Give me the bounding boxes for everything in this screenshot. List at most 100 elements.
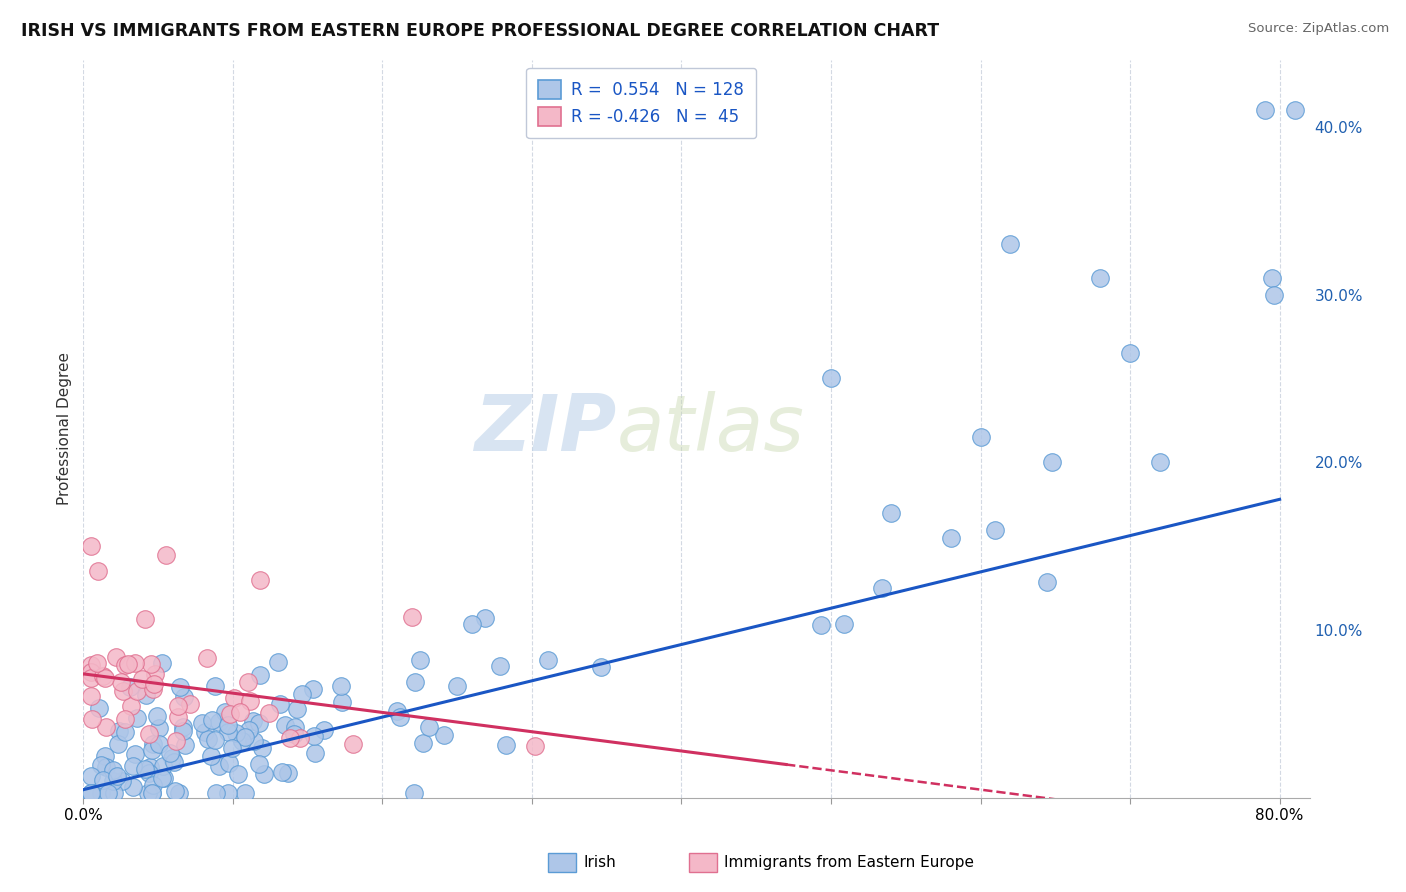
Point: [143, 667, 166, 681]
Point: [152, 759, 174, 773]
Text: Source: ZipAtlas.com: Source: ZipAtlas.com: [1249, 22, 1389, 36]
Point: [96, 760, 118, 774]
Point: [159, 746, 181, 760]
Text: ZIP: ZIP: [474, 391, 617, 467]
Point: [217, 725, 239, 739]
Point: [200, 748, 222, 763]
Point: [342, 738, 364, 752]
Point: [131, 672, 153, 686]
Point: [166, 734, 188, 748]
Point: [87, 565, 110, 579]
Point: [80, 689, 103, 703]
Point: [939, 531, 962, 545]
Point: [80, 539, 103, 553]
Point: [111, 684, 134, 698]
Point: [820, 371, 842, 385]
Point: [537, 653, 560, 667]
Point: [172, 724, 194, 739]
Point: [404, 674, 426, 689]
Point: [285, 701, 308, 715]
Point: [127, 683, 149, 698]
Point: [1149, 455, 1171, 469]
Point: [217, 786, 239, 800]
Point: [169, 680, 191, 694]
Point: [195, 650, 218, 665]
Point: [204, 733, 226, 747]
Point: [134, 612, 156, 626]
Point: [204, 679, 226, 693]
Point: [984, 523, 1007, 537]
Point: [291, 687, 314, 701]
Point: [269, 698, 291, 712]
Point: [94, 672, 117, 686]
Point: [330, 695, 353, 709]
Point: [90, 786, 112, 800]
Point: [105, 650, 128, 665]
Point: [201, 713, 224, 727]
Point: [239, 693, 262, 707]
Point: [101, 763, 124, 777]
Point: [446, 679, 468, 693]
Point: [204, 786, 226, 800]
Point: [880, 506, 903, 520]
Point: [142, 682, 165, 697]
Point: [1119, 346, 1142, 360]
Y-axis label: Professional Degree: Professional Degree: [58, 352, 72, 506]
Point: [139, 760, 162, 774]
Point: [408, 653, 430, 667]
Point: [134, 762, 156, 776]
Point: [80, 786, 103, 800]
Point: [1253, 103, 1275, 117]
Point: [249, 667, 271, 681]
Point: [267, 655, 290, 669]
Point: [242, 714, 264, 729]
Point: [1040, 455, 1063, 469]
Point: [167, 699, 190, 714]
Text: IRISH VS IMMIGRANTS FROM EASTERN EUROPE PROFESSIONAL DEGREE CORRELATION CHART: IRISH VS IMMIGRANTS FROM EASTERN EUROPE …: [21, 22, 939, 40]
Point: [1263, 287, 1285, 301]
Point: [194, 724, 217, 739]
Point: [214, 705, 236, 719]
Point: [1284, 103, 1306, 117]
Point: [117, 657, 139, 671]
Point: [87, 700, 110, 714]
Point: [302, 729, 325, 743]
Point: [105, 769, 128, 783]
Point: [179, 698, 201, 712]
Point: [91, 669, 114, 683]
Point: [80, 657, 103, 672]
Point: [589, 659, 612, 673]
Point: [141, 786, 163, 800]
Point: [80, 769, 103, 783]
Point: [139, 657, 162, 672]
Bar: [548, 853, 576, 872]
Point: [236, 675, 259, 690]
Point: [97, 786, 120, 800]
Point: [233, 786, 256, 800]
Point: [242, 733, 264, 747]
Point: [217, 718, 239, 732]
Point: [114, 657, 136, 672]
Point: [870, 582, 893, 596]
Point: [160, 751, 183, 765]
Point: [402, 786, 425, 800]
Point: [969, 430, 991, 444]
Point: [80, 671, 103, 685]
Point: [302, 682, 325, 697]
Point: [108, 723, 131, 738]
Point: [101, 774, 124, 789]
Text: Irish: Irish: [583, 855, 616, 870]
Bar: [689, 853, 717, 872]
Point: [94, 749, 117, 764]
Point: [80, 712, 103, 726]
Legend: R =  0.554   N = 128, R = -0.426   N =  45: R = 0.554 N = 128, R = -0.426 N = 45: [526, 68, 756, 138]
Point: [461, 617, 484, 632]
Point: [304, 746, 326, 760]
Point: [1313, 346, 1336, 360]
Point: [389, 710, 412, 724]
Point: [412, 736, 434, 750]
Point: [387, 704, 409, 718]
Point: [150, 656, 173, 670]
Point: [138, 727, 160, 741]
Point: [218, 707, 240, 722]
